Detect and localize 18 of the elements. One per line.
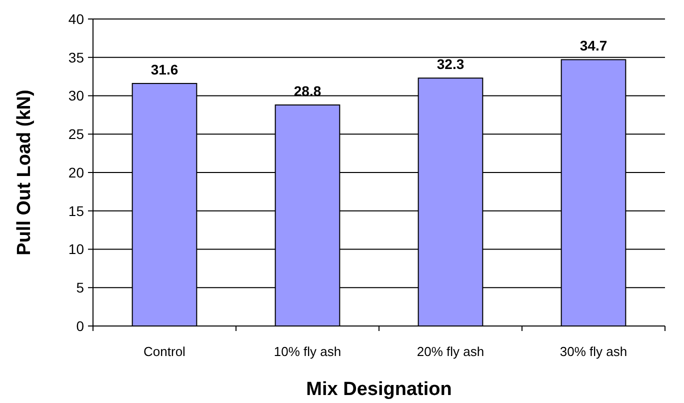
x-axis-title: Mix Designation: [306, 379, 452, 400]
y-tick-label: 30: [68, 88, 84, 104]
y-tick-label: 40: [68, 10, 84, 27]
y-tick-label: 5: [76, 280, 84, 296]
x-tick-label: 20% fly ash: [416, 344, 484, 359]
data-label: 31.6: [150, 61, 178, 78]
data-label: 34.7: [580, 38, 608, 54]
y-tick-label: 15: [68, 202, 84, 219]
y-tick-label: 0: [76, 318, 84, 334]
y-tick-label: 35: [68, 49, 84, 66]
y-tick-label: 25: [68, 126, 84, 142]
y-tick-label: 20: [68, 164, 84, 180]
y-tick-label: 10: [68, 241, 84, 258]
y-axis-title: Pull Out Load (kN): [14, 90, 35, 256]
x-tick-label: Control: [144, 344, 186, 359]
x-tick-label: 10% fly ash: [274, 344, 342, 359]
data-label: 32.3: [436, 56, 464, 72]
x-tick-label: 30% fly ash: [560, 344, 628, 359]
